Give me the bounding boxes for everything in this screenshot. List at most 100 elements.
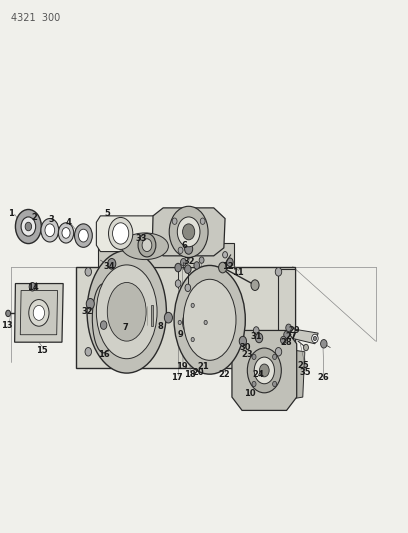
Text: 4: 4 [66, 219, 72, 227]
Bar [124, 305, 126, 326]
Ellipse shape [247, 348, 282, 393]
Ellipse shape [6, 310, 11, 317]
Ellipse shape [169, 206, 208, 257]
Ellipse shape [254, 357, 275, 384]
Ellipse shape [275, 348, 282, 356]
Ellipse shape [25, 222, 31, 231]
Ellipse shape [321, 340, 327, 348]
Text: 7: 7 [123, 324, 129, 332]
Text: 29: 29 [288, 326, 300, 335]
Ellipse shape [184, 244, 193, 254]
Ellipse shape [191, 337, 194, 342]
Ellipse shape [164, 312, 173, 323]
Text: 2: 2 [31, 213, 37, 222]
Ellipse shape [185, 284, 191, 292]
Polygon shape [96, 216, 155, 252]
Ellipse shape [62, 228, 70, 238]
Text: 12: 12 [222, 262, 234, 271]
Bar [151, 305, 153, 326]
Text: 21: 21 [197, 362, 209, 371]
Ellipse shape [181, 259, 186, 266]
Ellipse shape [253, 327, 259, 334]
Ellipse shape [113, 223, 129, 244]
Ellipse shape [138, 233, 156, 257]
Ellipse shape [122, 233, 169, 260]
Ellipse shape [75, 224, 92, 247]
Ellipse shape [227, 258, 233, 266]
Ellipse shape [223, 252, 228, 258]
Ellipse shape [255, 333, 263, 343]
Ellipse shape [275, 268, 282, 276]
Ellipse shape [175, 263, 182, 272]
Polygon shape [15, 284, 63, 342]
Text: 24: 24 [253, 370, 264, 378]
Ellipse shape [96, 265, 157, 359]
Ellipse shape [284, 331, 289, 338]
Polygon shape [279, 269, 295, 357]
Text: 11: 11 [232, 269, 244, 277]
Text: 35: 35 [299, 368, 310, 376]
Ellipse shape [92, 284, 115, 353]
Text: 5: 5 [104, 209, 110, 217]
Ellipse shape [177, 217, 200, 247]
Polygon shape [98, 243, 234, 266]
Text: 10: 10 [244, 389, 256, 398]
Polygon shape [293, 329, 318, 344]
Bar [125, 306, 152, 325]
Text: 1: 1 [9, 209, 14, 217]
Text: 9: 9 [177, 330, 184, 339]
Ellipse shape [200, 218, 205, 224]
Ellipse shape [175, 280, 181, 287]
Ellipse shape [191, 303, 194, 308]
Ellipse shape [100, 321, 107, 329]
Polygon shape [78, 269, 293, 362]
Ellipse shape [79, 229, 88, 242]
Text: 33: 33 [135, 234, 146, 243]
Ellipse shape [182, 309, 203, 336]
Text: 15: 15 [36, 346, 48, 355]
Ellipse shape [33, 305, 44, 320]
Polygon shape [20, 290, 58, 335]
Polygon shape [152, 208, 225, 256]
Text: 4321  300: 4321 300 [11, 13, 61, 23]
Text: 22: 22 [218, 370, 230, 378]
Polygon shape [232, 330, 297, 410]
Ellipse shape [29, 300, 49, 326]
Text: 19: 19 [176, 362, 188, 370]
Text: 26: 26 [317, 373, 329, 382]
Ellipse shape [239, 336, 246, 346]
Text: 32: 32 [82, 308, 93, 316]
Text: 17: 17 [171, 373, 182, 382]
Ellipse shape [29, 282, 35, 291]
Ellipse shape [21, 217, 35, 236]
Text: 14: 14 [27, 284, 38, 292]
Ellipse shape [281, 336, 286, 344]
Ellipse shape [107, 282, 146, 341]
Ellipse shape [219, 262, 227, 273]
Ellipse shape [252, 381, 256, 386]
Text: 3: 3 [48, 215, 54, 224]
Text: 23: 23 [241, 350, 253, 359]
Ellipse shape [286, 324, 291, 332]
Ellipse shape [251, 280, 259, 290]
Ellipse shape [142, 239, 152, 252]
Ellipse shape [58, 223, 74, 243]
Text: 34: 34 [104, 262, 115, 271]
Polygon shape [113, 252, 175, 297]
Ellipse shape [194, 262, 200, 269]
Ellipse shape [273, 381, 277, 386]
Ellipse shape [182, 224, 195, 240]
Ellipse shape [204, 320, 207, 325]
Ellipse shape [41, 219, 59, 242]
Ellipse shape [304, 344, 308, 351]
Text: 20: 20 [193, 368, 204, 376]
Ellipse shape [87, 251, 166, 373]
Ellipse shape [252, 354, 256, 360]
Text: 13: 13 [1, 321, 12, 329]
Ellipse shape [172, 218, 177, 224]
Text: 6: 6 [182, 241, 188, 249]
Ellipse shape [312, 334, 318, 343]
Text: 18: 18 [184, 370, 195, 379]
Text: 31: 31 [251, 333, 262, 341]
Ellipse shape [109, 217, 133, 249]
